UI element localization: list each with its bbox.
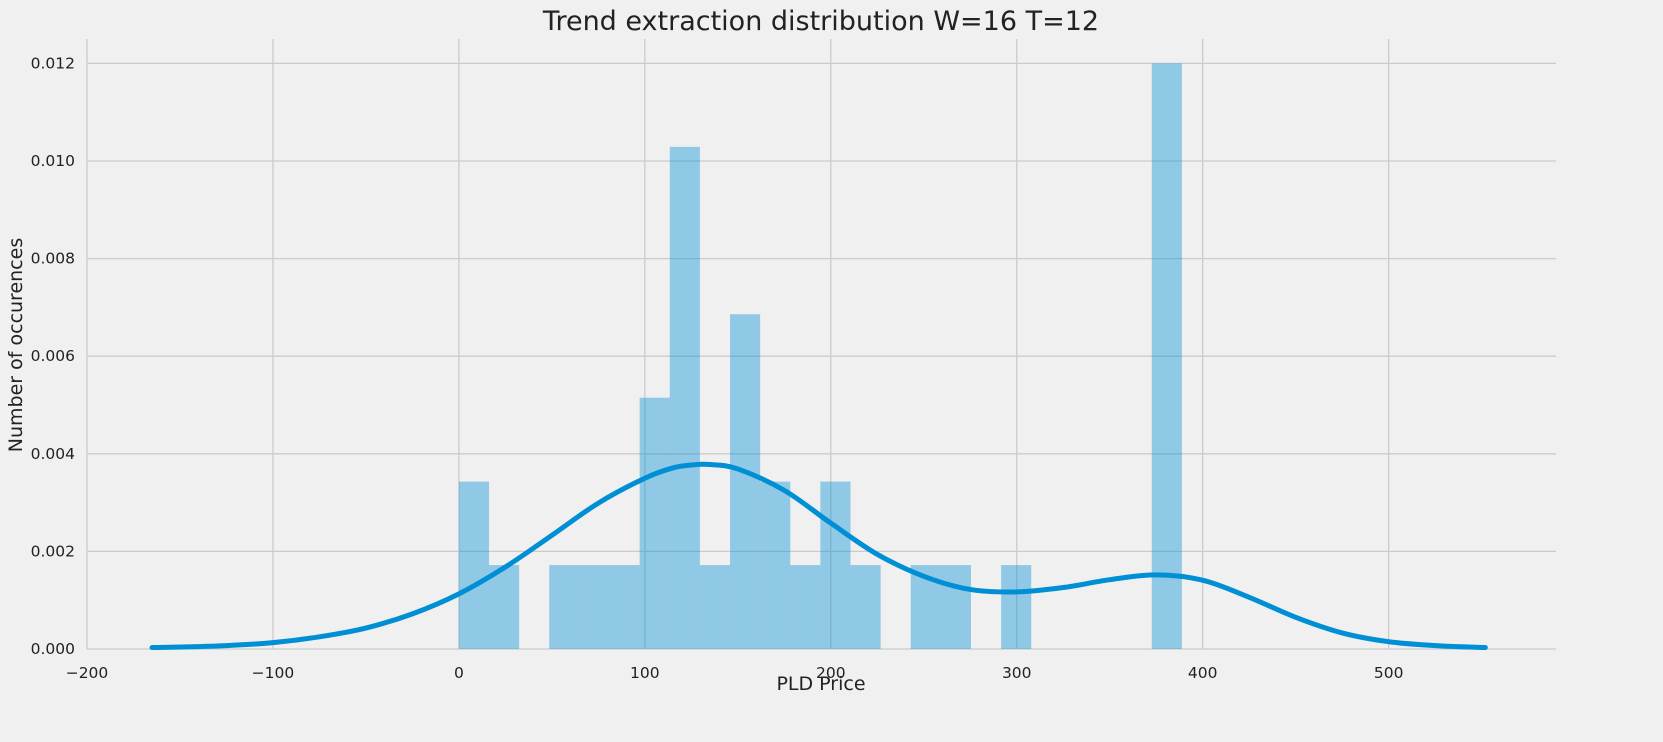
x-tick-label: 300	[1002, 664, 1032, 682]
x-tick-label: 400	[1188, 664, 1218, 682]
histogram-bar	[760, 481, 791, 649]
x-axis-label: PLD Price	[776, 673, 865, 695]
x-tick-label: 0	[454, 664, 464, 682]
x-tick-label: −200	[66, 664, 109, 682]
y-tick-label: 0.006	[31, 347, 75, 365]
histogram-bar	[489, 565, 520, 649]
histogram-bar	[639, 397, 670, 649]
kde-curve-group	[149, 461, 1488, 651]
histogram-bar	[1151, 63, 1182, 649]
histogram-bar	[820, 481, 851, 649]
histogram-bars	[458, 63, 1182, 649]
histogram-bar	[549, 565, 580, 649]
y-axis-label: Number of occurences	[5, 238, 27, 452]
chart-title: Trend extraction distribution W=16 T=12	[542, 6, 1099, 37]
x-tick-label: 100	[630, 664, 660, 682]
x-tick-label: 500	[1374, 664, 1404, 682]
y-tick-label: 0.004	[31, 445, 75, 463]
histogram-bar	[699, 565, 731, 649]
kde-curve	[149, 461, 1488, 651]
y-tick-label: 0.000	[31, 640, 75, 658]
histogram-bar	[940, 565, 972, 649]
y-tick-label: 0.012	[31, 54, 75, 72]
histogram-bar	[730, 314, 761, 649]
histogram-bar	[609, 565, 640, 649]
histogram-bar	[850, 565, 881, 649]
y-tick-label: 0.002	[31, 542, 75, 560]
histogram-bar	[669, 146, 700, 649]
histogram-bar	[1001, 565, 1032, 649]
grid	[86, 39, 1556, 650]
y-tick-label: 0.008	[31, 250, 75, 268]
histogram-bar	[790, 565, 821, 649]
tick-labels: −200 −100 0 100 200 300 400 500 0.000 0.002 0.004 0…	[31, 54, 1404, 682]
histogram-bar	[458, 481, 490, 649]
x-tick-label: 200	[816, 664, 846, 682]
histogram-bar	[579, 565, 610, 649]
x-tick-label: −100	[252, 664, 295, 682]
y-tick-label: 0.010	[31, 152, 75, 170]
